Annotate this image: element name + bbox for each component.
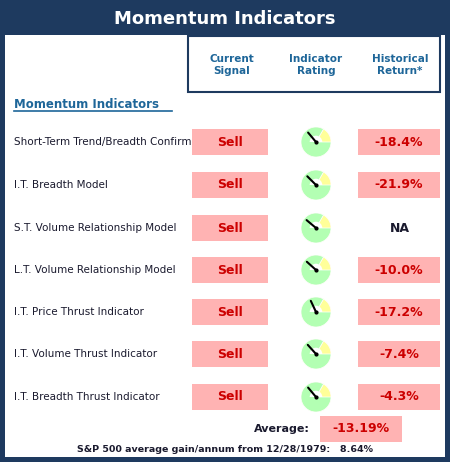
Wedge shape xyxy=(301,297,331,327)
Wedge shape xyxy=(301,127,331,157)
Text: Sell: Sell xyxy=(217,135,243,148)
Wedge shape xyxy=(301,255,331,285)
Wedge shape xyxy=(301,213,331,243)
Wedge shape xyxy=(310,348,322,354)
Text: NA: NA xyxy=(390,221,410,235)
FancyBboxPatch shape xyxy=(192,257,268,283)
Text: Sell: Sell xyxy=(217,390,243,403)
Wedge shape xyxy=(301,341,331,369)
Wedge shape xyxy=(310,264,322,270)
Text: Average:: Average: xyxy=(254,424,310,434)
Wedge shape xyxy=(301,170,331,200)
Wedge shape xyxy=(301,339,331,369)
FancyBboxPatch shape xyxy=(5,35,445,457)
Wedge shape xyxy=(301,382,331,412)
Text: -10.0%: -10.0% xyxy=(375,263,423,276)
Text: Sell: Sell xyxy=(217,263,243,276)
Text: Current
Signal: Current Signal xyxy=(210,54,254,76)
Wedge shape xyxy=(310,222,322,228)
Text: -17.2%: -17.2% xyxy=(375,305,423,318)
FancyBboxPatch shape xyxy=(5,5,445,34)
FancyBboxPatch shape xyxy=(192,384,268,410)
Wedge shape xyxy=(301,257,331,285)
FancyBboxPatch shape xyxy=(192,129,268,155)
Text: -13.19%: -13.19% xyxy=(333,423,390,436)
Text: Historical
Return*: Historical Return* xyxy=(372,54,428,76)
FancyBboxPatch shape xyxy=(358,341,440,367)
Wedge shape xyxy=(301,127,331,157)
Wedge shape xyxy=(301,255,331,285)
Text: Indicator
Rating: Indicator Rating xyxy=(289,54,342,76)
Text: Momentum Indicators: Momentum Indicators xyxy=(14,98,159,111)
FancyBboxPatch shape xyxy=(192,341,268,367)
Wedge shape xyxy=(310,391,322,397)
FancyBboxPatch shape xyxy=(358,384,440,410)
Text: Sell: Sell xyxy=(217,221,243,235)
Wedge shape xyxy=(301,382,331,412)
FancyBboxPatch shape xyxy=(192,215,268,241)
Wedge shape xyxy=(301,297,331,327)
FancyBboxPatch shape xyxy=(192,299,268,325)
Wedge shape xyxy=(301,129,331,157)
FancyBboxPatch shape xyxy=(358,172,440,198)
FancyBboxPatch shape xyxy=(358,257,440,283)
Text: Sell: Sell xyxy=(217,178,243,192)
FancyBboxPatch shape xyxy=(358,129,440,155)
Wedge shape xyxy=(301,299,331,327)
Text: S.T. Volume Relationship Model: S.T. Volume Relationship Model xyxy=(14,223,176,233)
FancyBboxPatch shape xyxy=(192,172,268,198)
Text: S&P 500 average gain/annum from 12/28/1979:   8.64%: S&P 500 average gain/annum from 12/28/19… xyxy=(77,444,373,454)
Text: Sell: Sell xyxy=(217,305,243,318)
Text: Momentum Indicators: Momentum Indicators xyxy=(114,10,336,28)
Text: -21.9%: -21.9% xyxy=(375,178,423,192)
Wedge shape xyxy=(301,213,331,243)
Text: -7.4%: -7.4% xyxy=(379,347,419,360)
Text: -18.4%: -18.4% xyxy=(375,135,423,148)
Wedge shape xyxy=(310,136,322,142)
Wedge shape xyxy=(301,172,331,200)
Text: Short-Term Trend/Breadth Confirm: Short-Term Trend/Breadth Confirm xyxy=(14,137,192,147)
FancyBboxPatch shape xyxy=(320,416,402,442)
Text: I.T. Volume Thrust Indicator: I.T. Volume Thrust Indicator xyxy=(14,349,157,359)
Text: Sell: Sell xyxy=(217,347,243,360)
FancyBboxPatch shape xyxy=(188,36,440,92)
Text: I.T. Breadth Model: I.T. Breadth Model xyxy=(14,180,108,190)
Text: I.T. Breadth Thrust Indicator: I.T. Breadth Thrust Indicator xyxy=(14,392,160,402)
FancyBboxPatch shape xyxy=(358,299,440,325)
Text: I.T. Price Thrust Indicator: I.T. Price Thrust Indicator xyxy=(14,307,144,317)
Wedge shape xyxy=(301,339,331,369)
Text: -4.3%: -4.3% xyxy=(379,390,419,403)
Wedge shape xyxy=(310,306,322,312)
Wedge shape xyxy=(310,179,322,185)
Wedge shape xyxy=(301,384,331,412)
Wedge shape xyxy=(301,170,331,200)
Wedge shape xyxy=(301,215,331,243)
Text: L.T. Volume Relationship Model: L.T. Volume Relationship Model xyxy=(14,265,175,275)
